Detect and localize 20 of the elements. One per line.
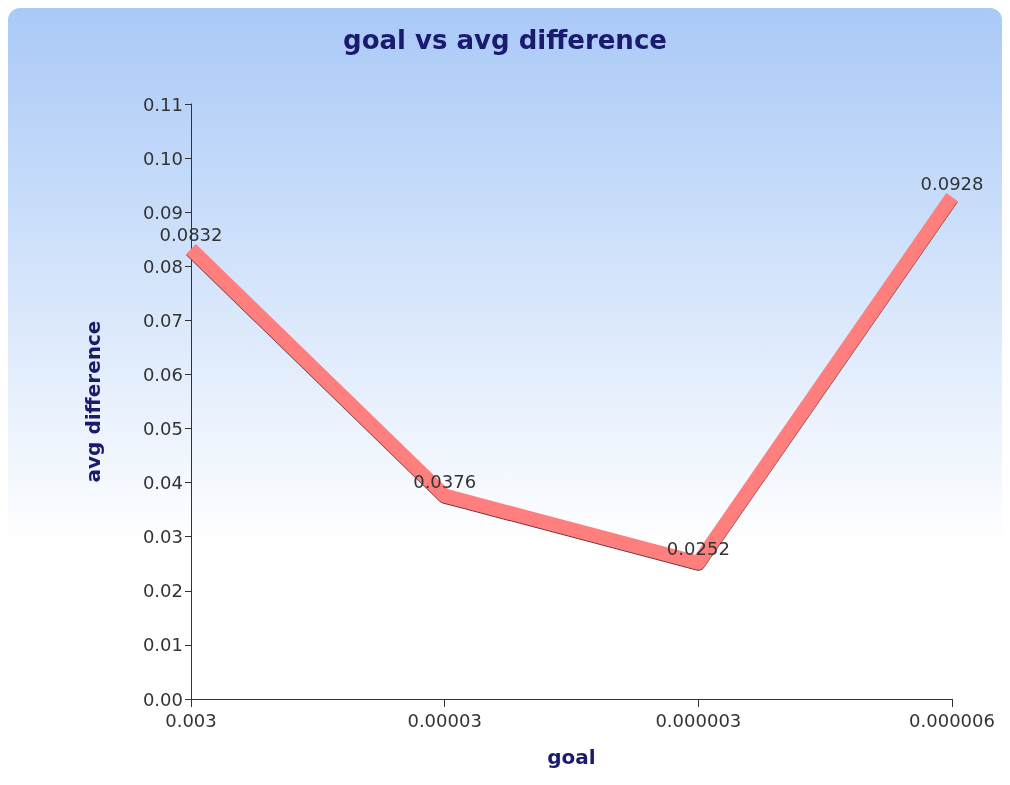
y-tick-label: 0.07 xyxy=(142,309,183,331)
y-tick-label: 0.11 xyxy=(142,93,183,115)
y-tick-label: 0.01 xyxy=(142,634,183,656)
chart-title: goal vs avg difference xyxy=(343,25,667,55)
y-tick-label: 0.09 xyxy=(142,201,183,223)
y-tick-label: 0.02 xyxy=(142,580,183,602)
x-tick-label: 0.000003 xyxy=(655,709,742,731)
y-tick-label: 0.10 xyxy=(142,147,183,169)
y-tick-label: 0.06 xyxy=(142,363,183,385)
data-label: 0.0928 xyxy=(920,172,984,194)
y-tick-label: 0.03 xyxy=(142,526,183,548)
x-tick-label: 0.000006 xyxy=(909,709,995,731)
y-tick-label: 0.08 xyxy=(142,255,183,277)
y-tick-label: 0.04 xyxy=(142,472,183,494)
y-axis-title: avg difference xyxy=(81,320,105,483)
x-tick-label: 0.003 xyxy=(165,709,217,731)
y-tick-label: 0.00 xyxy=(142,688,183,710)
y-tick-label: 0.05 xyxy=(142,418,183,440)
x-tick-label: 0.00003 xyxy=(407,709,482,731)
x-axis-title: goal xyxy=(547,745,596,769)
